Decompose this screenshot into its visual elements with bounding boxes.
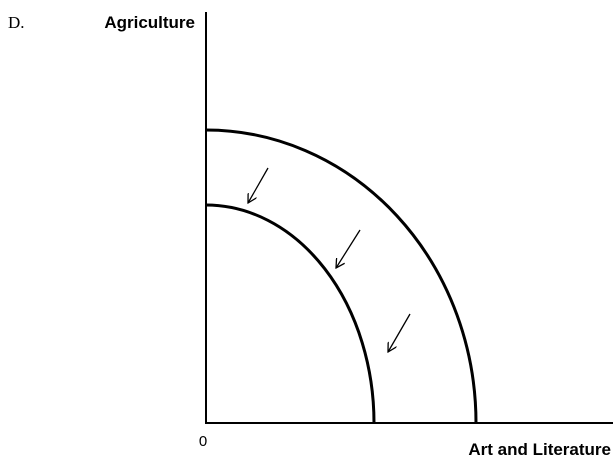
inner-curve [205, 203, 376, 424]
figure-label: D. [8, 13, 25, 32]
shift-arrow [248, 167, 269, 203]
shift-arrow [388, 313, 411, 352]
y-axis-label: Agriculture [104, 13, 195, 32]
x-axis-label: Art and Literature [468, 440, 611, 459]
outer-curve [205, 128, 478, 424]
origin-label: 0 [199, 433, 207, 450]
shift-arrow [336, 229, 361, 268]
